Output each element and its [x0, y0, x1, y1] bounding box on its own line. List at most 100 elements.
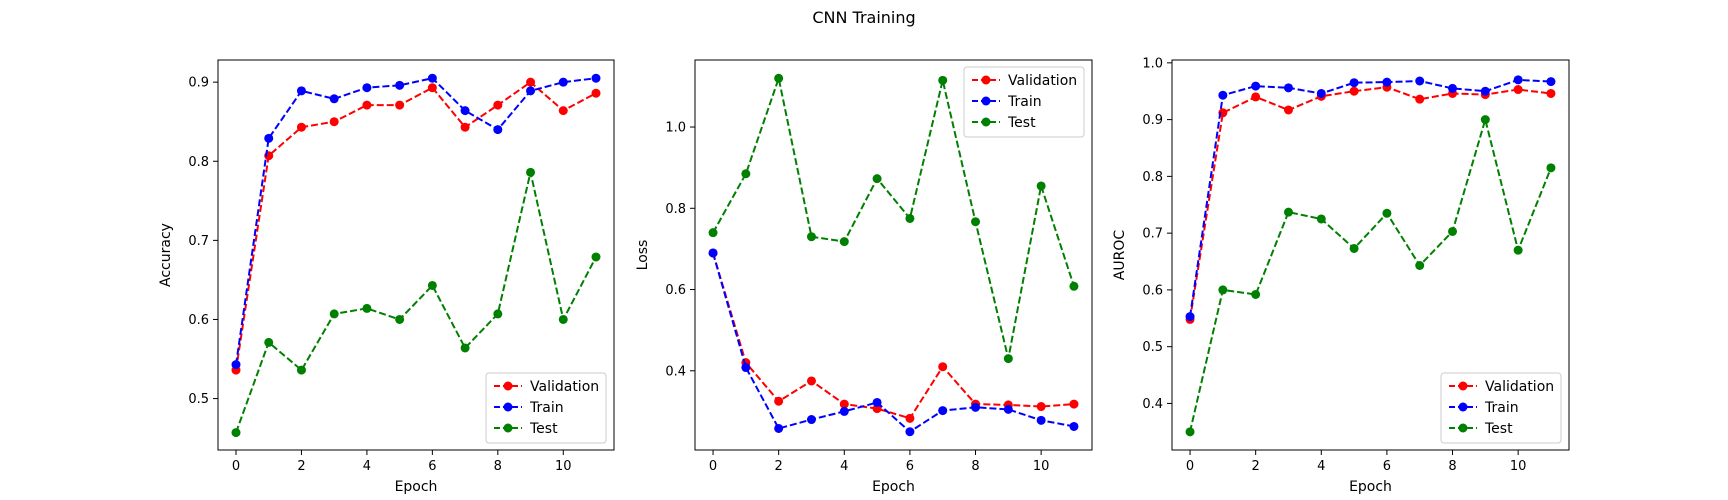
chart-2-train-point	[774, 423, 784, 433]
legend-label-test: Test	[1007, 115, 1036, 131]
legend-label-test: Test	[529, 421, 558, 437]
chart-3-validation-point	[1349, 86, 1359, 96]
chart-1-test-point	[329, 309, 339, 319]
chart-1-test-point	[427, 280, 437, 290]
chart-1-test-point	[591, 252, 601, 262]
chart-2-train-point	[1069, 421, 1079, 431]
y-tick-label: 0.7	[188, 234, 209, 249]
chart-3-train-line	[1189, 78, 1552, 317]
y-tick-label: 0.6	[1142, 283, 1163, 298]
chart-1-test-point	[493, 309, 503, 319]
chart-2-test-line	[712, 74, 1075, 359]
chart-1-test-point	[558, 314, 568, 324]
x-axis-label: Epoch	[1349, 479, 1392, 495]
chart-3-train-point	[1349, 78, 1359, 88]
y-tick-label: 0.8	[1142, 170, 1163, 185]
chart-3-test-point	[1316, 214, 1326, 224]
y-tick-label: 1.0	[665, 121, 686, 136]
chart-2-test-point	[741, 169, 751, 179]
chart-2-validation-point	[774, 396, 784, 406]
legend-label-train: Train	[1484, 400, 1519, 416]
chart-2-validation-line	[712, 252, 1075, 420]
chart-1-validation-point	[296, 122, 306, 132]
chart-2-test-point	[1069, 281, 1079, 291]
chart-2-train-point	[708, 248, 718, 258]
chart-3-test-point	[1546, 163, 1556, 173]
y-tick-label: 0.4	[1142, 397, 1163, 412]
chart-2-test-point	[971, 217, 981, 227]
x-tick-label: 0	[232, 459, 240, 474]
legend-label-validation: Validation	[530, 379, 599, 395]
legend-label-validation: Validation	[1008, 73, 1077, 89]
chart-3-test-point	[1480, 115, 1490, 125]
x-tick-label: 8	[971, 459, 979, 474]
chart-1-validation-point	[591, 88, 601, 98]
y-axis-label: Accuracy	[158, 223, 174, 287]
axes-frame	[1171, 59, 1570, 451]
chart-2-test-point	[806, 232, 816, 242]
chart-3-train-point	[1251, 81, 1261, 91]
chart-1-train-point	[395, 80, 405, 90]
chart-1-train-point	[329, 94, 339, 104]
x-tick-label: 6	[428, 459, 436, 474]
x-tick-label: 6	[906, 459, 914, 474]
legend-marker-test	[503, 423, 513, 433]
chart-panel-accuracy: 0 2 4 6 8 10 0.5 0.6 0.7 0.8 0.9 Epoch Accuracy Valid…	[158, 59, 615, 495]
x-tick-label: 2	[775, 459, 783, 474]
y-tick-label: 0.6	[665, 283, 686, 298]
legend-box	[1440, 372, 1562, 444]
chart-3-validation-point	[1513, 85, 1523, 95]
chart-3-test-point	[1349, 243, 1359, 253]
chart-3-test-point	[1283, 207, 1293, 217]
chart-1-validation-point	[395, 100, 405, 110]
legend-marker-test	[1458, 423, 1468, 433]
legend-marker-validation	[981, 75, 991, 85]
chart-3-train-point	[1480, 86, 1490, 96]
y-tick-label: 0.9	[1142, 113, 1163, 128]
x-axis-label: Epoch	[872, 479, 915, 495]
chart-3-train-point	[1185, 312, 1195, 322]
chart-2-train-point	[1003, 404, 1013, 414]
chart-3-validation-point	[1546, 88, 1556, 98]
chart-2-test-point	[938, 75, 948, 85]
y-tick-label: 0.4	[665, 364, 686, 379]
y-tick-label: 0.8	[665, 202, 686, 217]
y-axis-label: AUROC	[1112, 230, 1128, 281]
x-tick-label: 6	[1383, 459, 1391, 474]
chart-2-test-point	[774, 73, 784, 83]
chart-1-test-point	[231, 428, 241, 438]
x-axis-label: Epoch	[395, 479, 438, 495]
x-tick-label: 4	[363, 459, 371, 474]
chart-2-validation-point	[1069, 399, 1079, 409]
chart-3-train-point	[1316, 88, 1326, 98]
chart-1-train-point	[296, 86, 306, 96]
chart-2-test-point	[1003, 354, 1013, 364]
chart-3-test-point	[1513, 245, 1523, 255]
y-tick-label: 0.7	[1142, 227, 1163, 242]
chart-3-train-point	[1382, 77, 1392, 87]
chart-2-validation-point	[938, 362, 948, 372]
chart-1-validation-point	[427, 83, 437, 93]
chart-1-train-point	[264, 133, 274, 143]
chart-3-train-point	[1513, 75, 1523, 85]
chart-1-validation-point	[558, 106, 568, 116]
chart-2-validation-point	[1036, 402, 1046, 412]
y-tick-label: 0.5	[188, 392, 209, 407]
chart-2-train-point	[1036, 415, 1046, 425]
x-tick-label: 10	[1033, 459, 1050, 474]
legend-label-train: Train	[1007, 94, 1042, 110]
y-tick-label: 1.0	[1142, 56, 1163, 71]
legend: Validation Train Test	[485, 372, 607, 444]
chart-3-validation-point	[1283, 105, 1293, 115]
y-tick-label: 0.9	[188, 76, 209, 91]
chart-3-train-point	[1546, 77, 1556, 87]
chart-1-validation-point	[329, 117, 339, 127]
chart-3-test-point	[1448, 226, 1458, 236]
chart-1-train-point	[231, 360, 241, 370]
y-tick-label: 0.8	[188, 155, 209, 170]
legend: Validation Train Test	[963, 66, 1085, 138]
chart-3-train-point	[1283, 83, 1293, 93]
chart-3-validation-point	[1415, 94, 1425, 104]
